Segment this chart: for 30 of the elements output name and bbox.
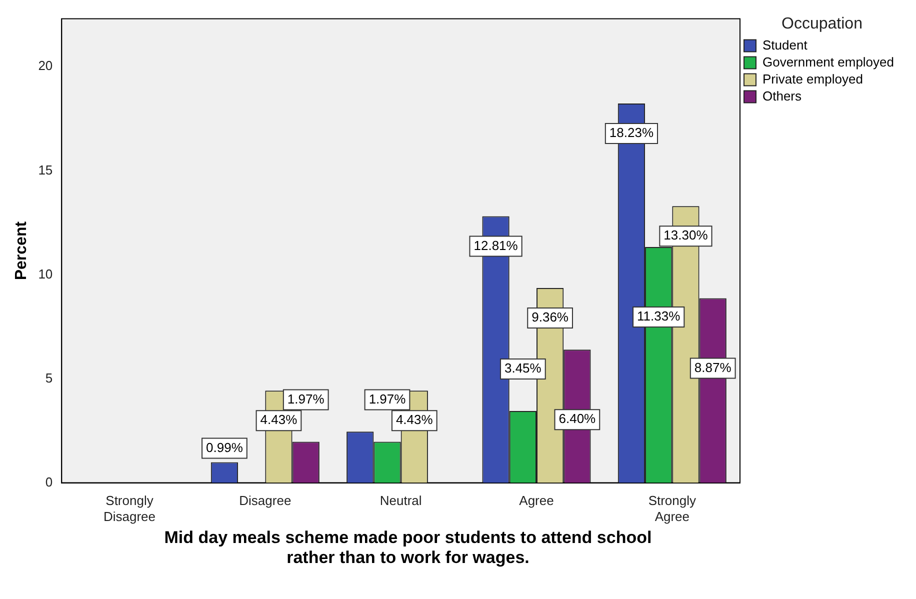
y-tick-label: 10 <box>38 266 53 282</box>
x-tick-label: Neutral <box>380 493 422 508</box>
data-label: 3.45% <box>504 360 542 376</box>
data-label: 4.43% <box>260 412 298 428</box>
data-label: 18.23% <box>609 125 654 140</box>
data-label: 1.97% <box>368 391 406 406</box>
legend-label: Government employed <box>762 54 894 70</box>
x-tick-label: Agree <box>519 493 554 508</box>
x-axis-title: Mid day meals scheme made poor students to attend school rather than to work for wages. <box>163 528 653 568</box>
legend-label: Private employed <box>762 71 863 86</box>
data-label: 11.33% <box>637 308 681 324</box>
data-label: 4.43% <box>396 412 434 428</box>
data-label: 13.30% <box>664 228 708 243</box>
data-label: 8.87% <box>694 360 732 375</box>
x-tick-label: Disagree <box>239 493 292 508</box>
data-label: 6.40% <box>558 411 596 426</box>
data-label: 12.81% <box>474 238 518 253</box>
x-tick-label: Strongly Agree <box>648 493 696 524</box>
legend-label: Student <box>762 37 808 52</box>
x-tick-label: Strongly Disagree <box>103 493 156 524</box>
data-label: 9.36% <box>532 310 569 325</box>
data-label: 0.99% <box>206 440 244 455</box>
legend-label: Others <box>762 88 802 104</box>
y-tick-label: 0 <box>45 474 53 490</box>
y-axis-title: Percent <box>13 220 30 280</box>
data-label: 1.97% <box>287 391 325 406</box>
legend-title: Occupation <box>782 15 862 32</box>
y-tick-label: 15 <box>38 162 53 178</box>
y-tick-label: 20 <box>38 58 53 74</box>
y-tick-label: 5 <box>45 370 53 386</box>
